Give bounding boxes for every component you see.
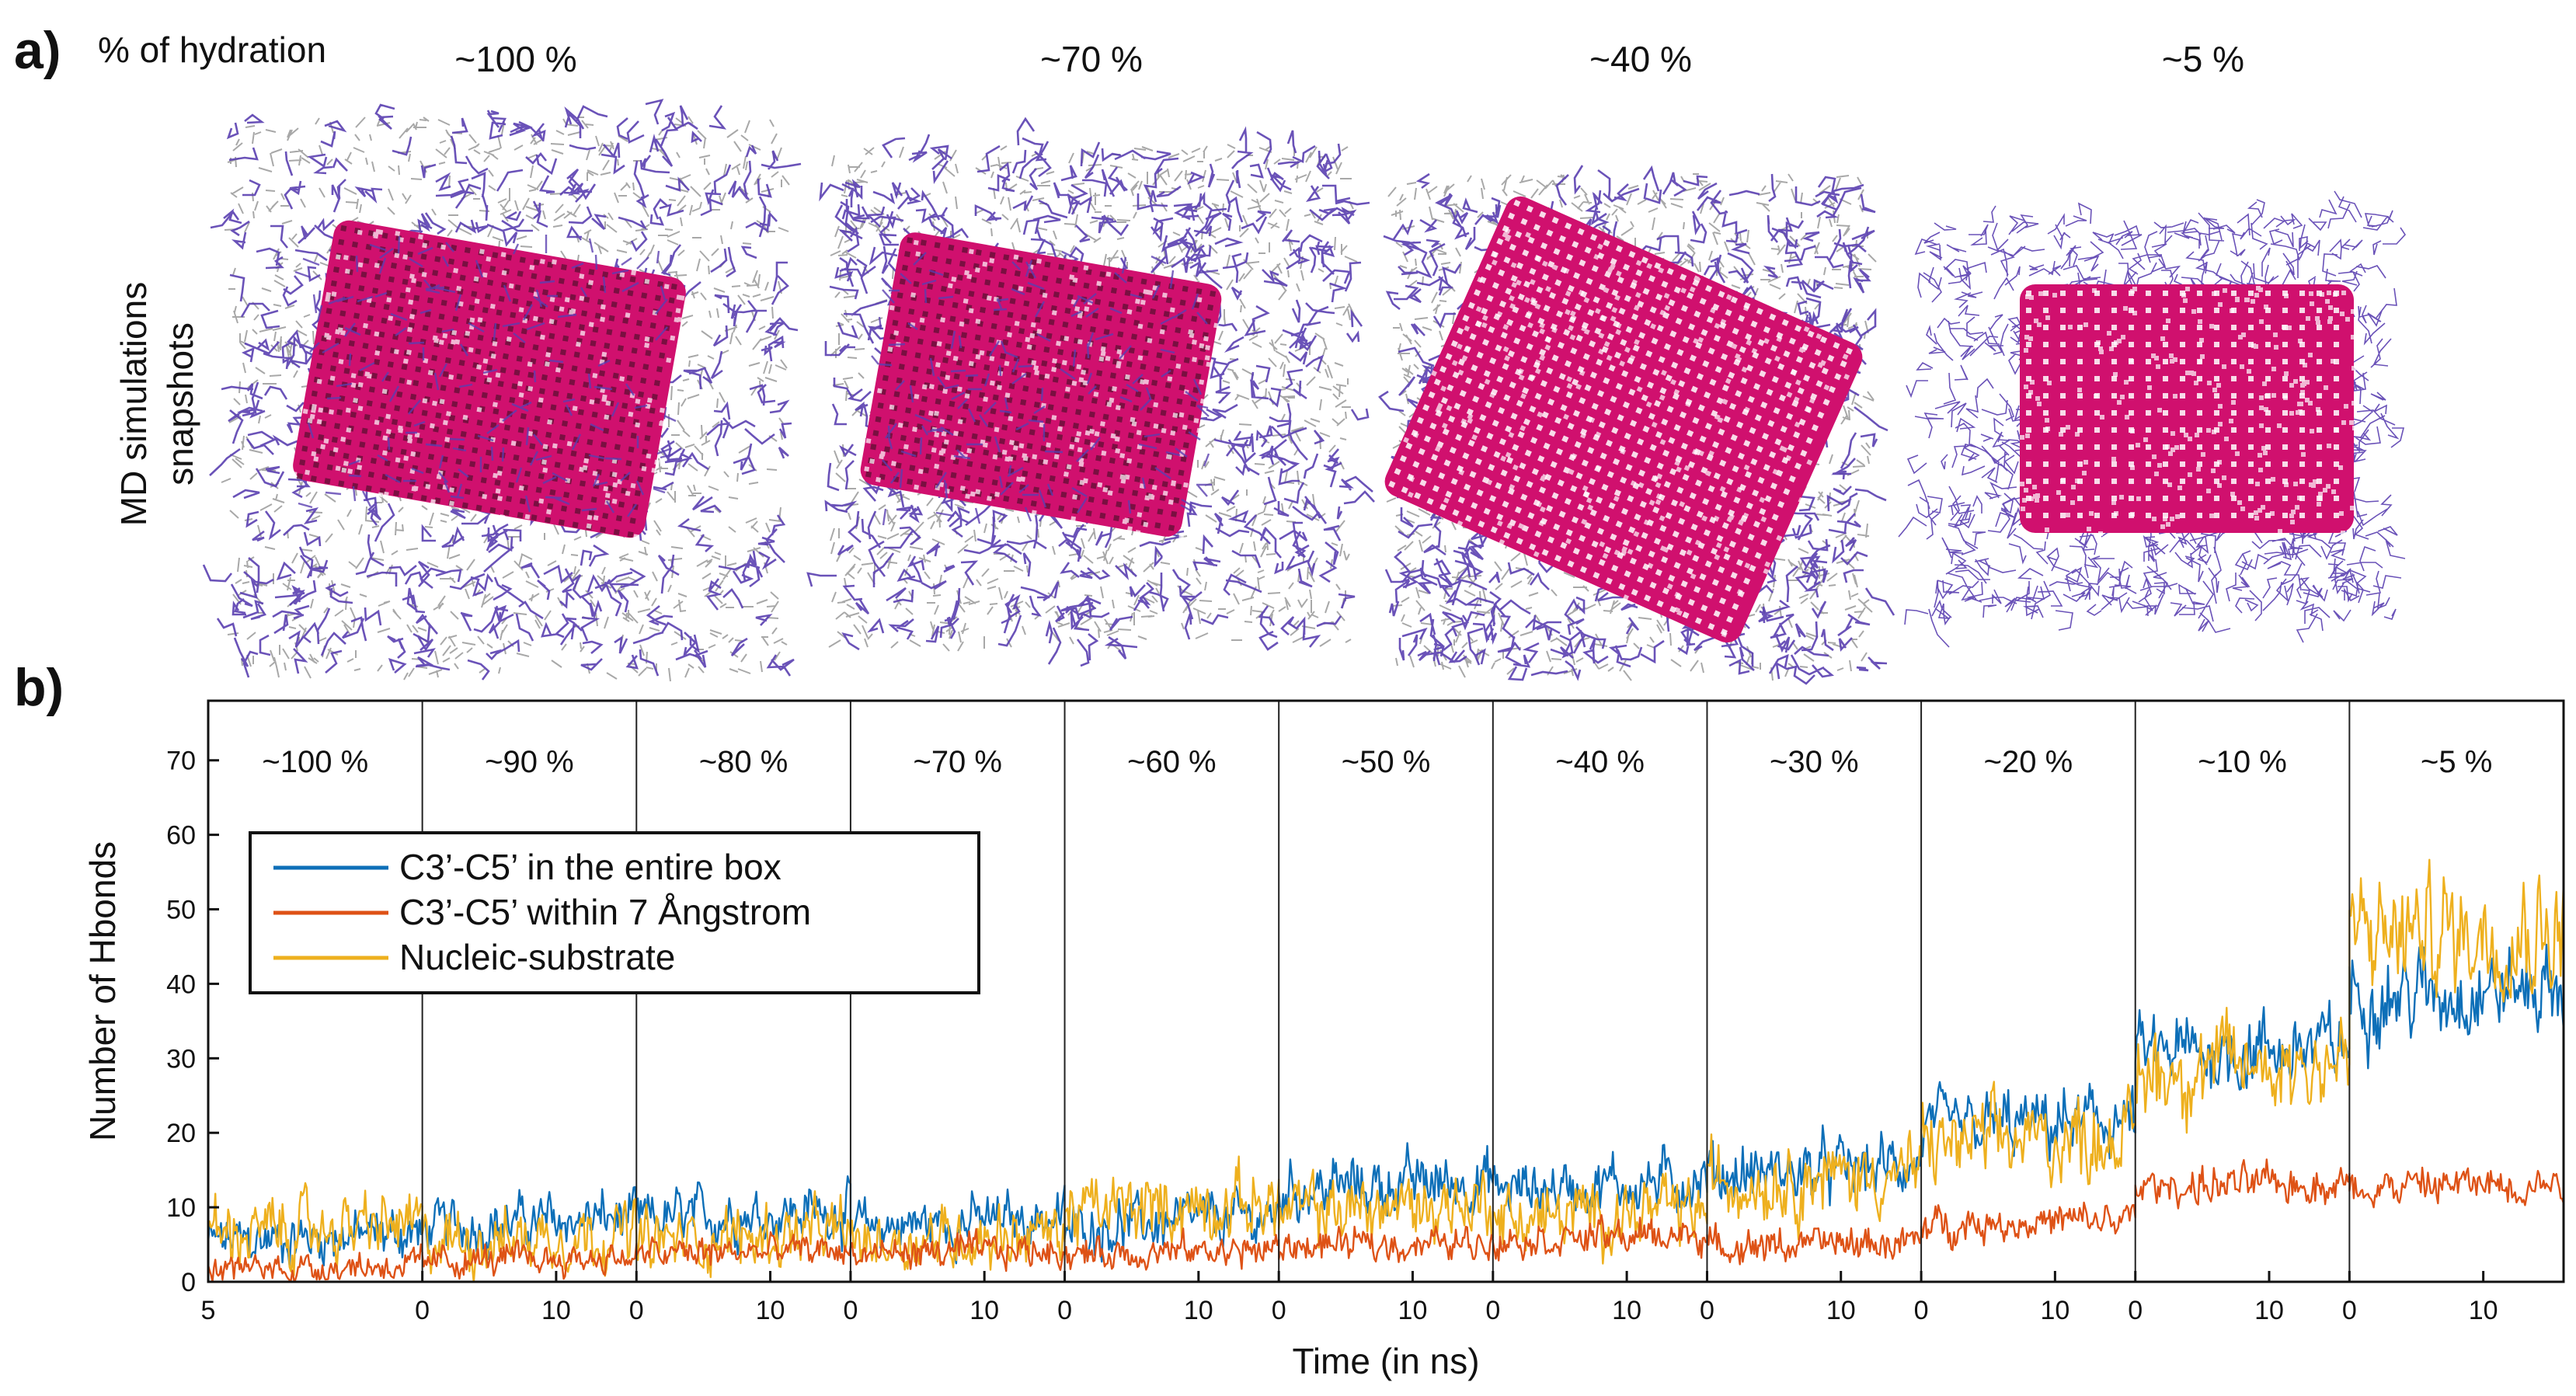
nucleic-core	[1384, 196, 1863, 643]
row-label-line2: snapshots	[160, 322, 200, 486]
segment-label: ~5 %	[2421, 745, 2492, 779]
x-tick-label: 0	[1272, 1296, 1286, 1325]
x-tick-label: 10	[1826, 1296, 1856, 1325]
x-tick-label: 10	[1184, 1296, 1213, 1325]
series-line-entire	[208, 943, 2564, 1267]
segment-label: ~100 %	[262, 745, 368, 779]
y-tick-label: 10	[166, 1193, 196, 1223]
x-tick-label: 10	[541, 1296, 571, 1325]
snapshot-2	[1378, 165, 1895, 685]
nucleic-block	[1384, 196, 1863, 643]
legend-label-entire: C3’-C5’ in the entire box	[399, 847, 782, 887]
snapshot-0	[202, 99, 802, 682]
snapshot-1	[806, 117, 1375, 667]
x-tick-label: 10	[2469, 1296, 2498, 1325]
segment-label: ~70 %	[913, 745, 1002, 779]
x-tick-label: 10	[2040, 1296, 2070, 1325]
y-tick-label: 40	[166, 970, 196, 999]
snapshot-label-0: ~100 %	[454, 39, 576, 79]
legend: C3’-C5’ in the entire box C3’-C5’ within…	[249, 831, 980, 994]
x-tick-label: 10	[756, 1296, 785, 1325]
x-tick-label: 0	[2128, 1296, 2143, 1325]
segment-labels: ~100 % ~90 % ~80 % ~70 % ~60 % ~50 % ~40 % ~30 …	[262, 745, 2492, 779]
x-tick-label: 10	[969, 1296, 999, 1325]
x-tick-label: 0	[1914, 1296, 1929, 1325]
y-tick-label: 0	[181, 1268, 196, 1297]
x-tick-label: 10	[1612, 1296, 1641, 1325]
x-tick-label: 0	[2342, 1296, 2357, 1325]
segment-label: ~60 %	[1127, 745, 1217, 779]
substrate-overlay	[294, 235, 677, 517]
series-layer	[208, 858, 2564, 1282]
legend-label-nucleic: Nucleic-substrate	[399, 937, 675, 977]
hbond-plot: ~100 % ~90 % ~80 % ~70 % ~60 % ~50 % ~40 % ~30 …	[82, 699, 2565, 1381]
y-axis-label: Number of Hbonds	[82, 841, 123, 1141]
y-tick-label: 20	[166, 1119, 196, 1148]
nucleic-core	[860, 232, 1222, 541]
x-axis: 5 0 10 0 10 0 10 0 10 0 10 0 10 0 10 0 10 0 10 0 10	[201, 1271, 2498, 1325]
legend-label-within: C3’-C5’ within 7 Ångstrom	[399, 892, 811, 932]
y-axis: 0 10 20 30 40 50 60 70	[166, 747, 219, 1297]
nucleic-core	[291, 220, 686, 545]
x-tick-label: 0	[1485, 1296, 1500, 1325]
substrate-molecules	[202, 99, 802, 681]
y-tick-label: 60	[166, 821, 196, 851]
snapshot-3	[1898, 190, 2407, 648]
row-label-line1: MD simulations	[113, 282, 154, 526]
series-line-within	[208, 1158, 2564, 1282]
nucleic-core	[2020, 284, 2357, 536]
x-tick-label: 0	[1057, 1296, 1072, 1325]
snapshot-label-3: ~5 %	[2162, 39, 2244, 79]
segment-label: ~20 %	[1984, 745, 2073, 779]
panel-a-letter: a)	[14, 21, 61, 80]
segment-label: ~40 %	[1555, 745, 1645, 779]
snapshot-label-2: ~40 %	[1589, 39, 1692, 79]
plot-frame	[207, 699, 2565, 1283]
segment-label: ~30 %	[1770, 745, 1859, 779]
y-tick-label: 30	[166, 1044, 196, 1074]
x-tick-label: 0	[843, 1296, 858, 1325]
hydration-header-label: % of hydration	[98, 30, 326, 70]
y-tick-label: 50	[166, 896, 196, 925]
y-tick-label: 70	[166, 747, 196, 776]
nucleic-highlights	[2020, 286, 2357, 536]
x-tick-label: 0	[1700, 1296, 1714, 1325]
snapshot-label-1: ~70 %	[1040, 39, 1143, 79]
segment-dividers	[421, 701, 2351, 1282]
x-tick-label: 5	[201, 1296, 216, 1325]
nucleic-lattice	[1388, 200, 1854, 636]
x-tick-label: 0	[415, 1296, 430, 1325]
segment-label: ~80 %	[699, 745, 788, 779]
x-tick-label: 0	[629, 1296, 644, 1325]
x-axis-label: Time (in ns)	[1292, 1341, 1479, 1381]
x-tick-label: 10	[1398, 1296, 1428, 1325]
snapshot-images	[202, 99, 2407, 685]
segment-label: ~50 %	[1342, 745, 1431, 779]
panel-b-letter: b)	[14, 658, 64, 717]
segment-label: ~10 %	[2198, 745, 2287, 779]
substrate-overlay	[871, 250, 1219, 526]
x-tick-label: 10	[2254, 1296, 2284, 1325]
segment-label: ~90 %	[485, 745, 574, 779]
